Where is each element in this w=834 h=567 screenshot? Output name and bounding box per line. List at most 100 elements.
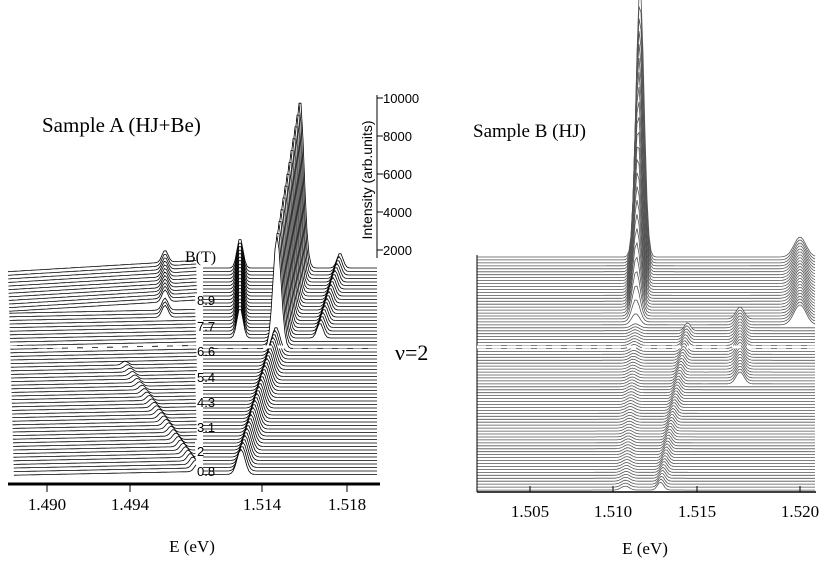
trace [477, 407, 815, 417]
trace [10, 359, 197, 364]
trace [477, 452, 815, 461]
trace [11, 384, 196, 393]
trace [477, 214, 816, 305]
trace [10, 364, 197, 372]
trace-fill [477, 351, 816, 367]
trace-fill [13, 464, 198, 479]
trace [477, 395, 815, 405]
trace [477, 342, 815, 355]
trace-fill [10, 338, 197, 345]
trace-fill [11, 374, 198, 385]
b-tick-label: 5.4 [197, 370, 215, 385]
trace [203, 211, 377, 335]
trace [9, 304, 196, 321]
trace [477, 299, 816, 323]
trace [477, 200, 816, 302]
trace [9, 334, 196, 339]
trace-fill [11, 388, 197, 399]
trace [477, 478, 815, 488]
trace-fill [13, 443, 197, 457]
b-tick-label: 8.9 [197, 293, 215, 308]
trace [203, 336, 377, 363]
trace [203, 397, 377, 423]
trace [477, 241, 816, 311]
trace-fill [9, 331, 197, 338]
trace [477, 30, 816, 267]
trace [477, 368, 815, 382]
trace [11, 398, 196, 408]
trace-fill [13, 457, 198, 471]
trace-fill [10, 356, 197, 363]
trace [203, 376, 377, 402]
trace [8, 278, 197, 301]
trace [9, 285, 196, 308]
trace [13, 446, 196, 458]
trace [203, 173, 377, 311]
trace [203, 362, 377, 388]
trace [13, 464, 197, 476]
trace [203, 162, 377, 304]
trace [11, 381, 196, 390]
trace [203, 341, 377, 367]
trace [8, 253, 197, 276]
b-tick-label: 4.3 [197, 395, 215, 410]
trace-fill [12, 419, 197, 432]
trace [477, 285, 816, 320]
trace [477, 378, 815, 388]
b-tick-label: 7.7 [197, 319, 215, 334]
trace [203, 441, 377, 468]
trace [477, 384, 815, 394]
trace [203, 327, 377, 353]
trace [12, 429, 197, 440]
x-tick-label: 1.494 [111, 495, 150, 514]
trace [203, 371, 377, 398]
x-tick-label: 1.505 [511, 502, 549, 521]
trace-fill [477, 316, 816, 331]
trace [477, 399, 815, 408]
trace [203, 399, 377, 426]
trace [11, 371, 196, 379]
trace-fill [11, 381, 198, 392]
b-tick-label: 3.1 [197, 420, 215, 435]
trace-fill [11, 398, 198, 410]
trace [13, 442, 196, 454]
trace [203, 390, 377, 416]
trace-fill [477, 339, 816, 355]
trace [477, 422, 815, 432]
trace [477, 333, 815, 346]
trace-fill [13, 436, 197, 450]
trace [477, 402, 815, 411]
trace [477, 72, 816, 276]
trace [477, 351, 815, 364]
trace [477, 428, 815, 438]
trace [203, 355, 377, 381]
trace-fill [13, 453, 197, 468]
trace-fill [477, 305, 816, 328]
trace [10, 352, 197, 357]
trace-fill [10, 349, 198, 356]
trace [477, 416, 815, 426]
trace [203, 350, 377, 377]
trace [11, 391, 196, 400]
trace [203, 427, 377, 454]
trace [477, 426, 815, 435]
trace-fill [13, 446, 198, 461]
trace [203, 418, 377, 444]
trace [477, 371, 815, 385]
trace-fill [9, 301, 197, 320]
panel-a-title: Sample A (HJ+Be) [42, 113, 201, 137]
trace [477, 431, 815, 441]
trace-fill [11, 378, 197, 389]
trace [9, 327, 196, 332]
trace-fill [12, 416, 198, 428]
trace [13, 439, 196, 451]
nu-label: ν=2 [395, 340, 428, 365]
trace [203, 392, 377, 419]
trace [477, 440, 815, 450]
trace [203, 411, 377, 437]
trace-fill [9, 320, 197, 327]
trace [203, 432, 377, 458]
trace-fill [477, 357, 816, 373]
trace [11, 367, 197, 375]
